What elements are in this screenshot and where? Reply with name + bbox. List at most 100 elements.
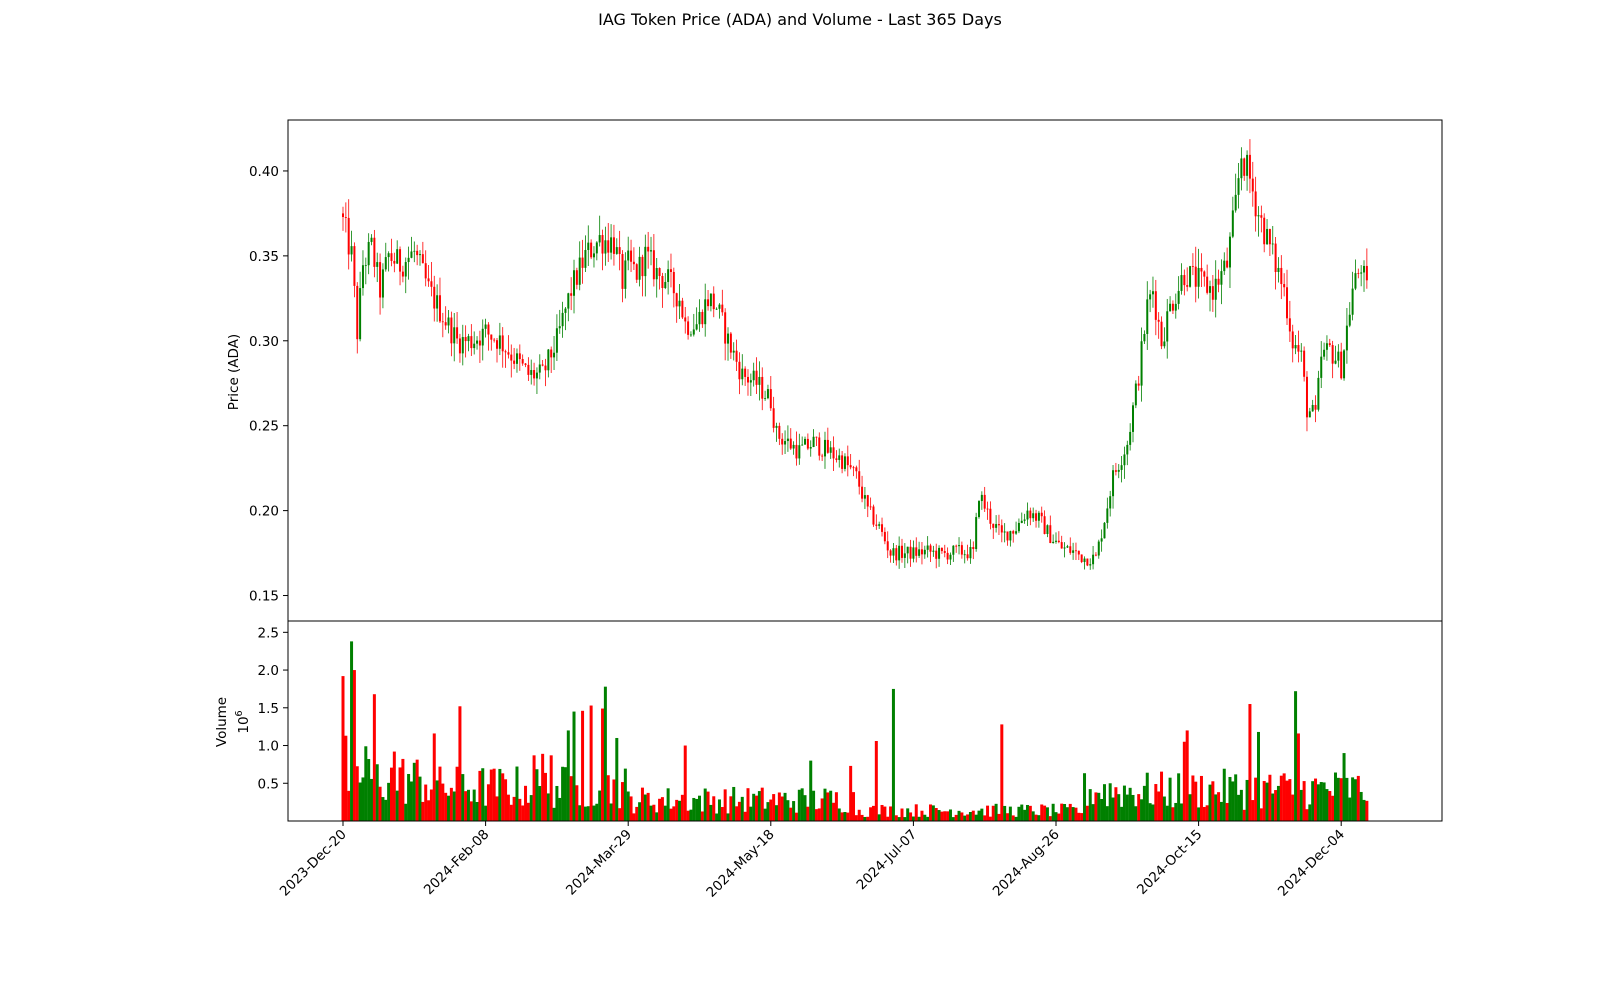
candle [920, 541, 923, 565]
volume-bar [1108, 783, 1112, 821]
volume-bar [1234, 774, 1238, 821]
candle [715, 307, 718, 310]
candle [1049, 515, 1052, 544]
candle-body [456, 327, 459, 339]
candle-body [530, 370, 533, 375]
candle [384, 242, 387, 272]
volume-bar [409, 781, 413, 821]
candle-body [838, 455, 841, 460]
volume-bar [1231, 781, 1235, 821]
candle [561, 301, 564, 338]
candle-body [1035, 513, 1038, 521]
volume-bar [1197, 807, 1201, 821]
volume-bar [583, 806, 587, 821]
volume-bar [1365, 800, 1369, 821]
volume-bar [1222, 768, 1226, 821]
candle-body [752, 370, 755, 381]
volume-bar [1148, 803, 1152, 821]
volume-bar [1199, 775, 1203, 821]
volume-bar [917, 816, 921, 821]
candle-body [393, 260, 396, 264]
volume-bar [735, 806, 739, 821]
candle-body [350, 246, 353, 255]
volume-bar [370, 778, 374, 821]
candle-body [946, 552, 949, 560]
candle [350, 230, 353, 262]
candle [735, 339, 738, 371]
volume-bar [943, 811, 947, 821]
volume-bar [501, 773, 505, 821]
candle-body [1186, 285, 1189, 287]
candle [1337, 344, 1340, 368]
candle-body [692, 329, 695, 335]
volume-bar [911, 816, 915, 821]
candle [829, 441, 832, 459]
candle [744, 366, 747, 386]
candle [692, 313, 695, 337]
candle-body [1089, 564, 1092, 566]
volume-scale-exponent: 6 [234, 710, 245, 716]
candle-body [1280, 267, 1283, 285]
volume-bar [1194, 781, 1198, 821]
volume-y-tick-label: 1.5 [258, 701, 279, 717]
candle [755, 357, 758, 394]
candle [1057, 531, 1060, 544]
price-y-ticks: 0.15 0.20 0.25 0.30 0.35 0.40 [249, 164, 288, 605]
candle [504, 349, 507, 368]
candle-body [1114, 470, 1117, 472]
x-tick-label: 2024-Mar-29 [563, 827, 635, 899]
candle-body [829, 447, 832, 453]
candle [752, 362, 755, 387]
volume-bar [1111, 797, 1115, 821]
candle-body [1305, 376, 1308, 418]
candle [1009, 530, 1012, 547]
candle-body [624, 260, 627, 289]
candle-body [481, 328, 484, 346]
candle [958, 537, 961, 555]
candle [946, 547, 949, 565]
volume-bar [392, 751, 396, 821]
candle-body [490, 334, 493, 340]
candle [1109, 490, 1112, 517]
candle [1343, 349, 1346, 381]
candle [1151, 276, 1154, 308]
candle-body [1009, 531, 1012, 541]
candle [470, 324, 473, 356]
candle-body [766, 389, 769, 399]
volume-bar [1023, 809, 1027, 821]
volume-bar [646, 792, 650, 821]
candle-body [1226, 260, 1229, 268]
candle-body [769, 389, 772, 409]
candle [764, 390, 767, 401]
candle [678, 284, 681, 319]
candle [866, 494, 869, 518]
volume-axes-frame [287, 620, 1443, 822]
volume-bar [486, 784, 490, 821]
candle [935, 543, 938, 569]
candle-body [744, 368, 747, 377]
candle [1206, 264, 1209, 295]
candle [781, 433, 784, 455]
candle-body [1211, 286, 1214, 300]
volume-bar [458, 706, 462, 821]
volume-bar [1228, 776, 1232, 821]
candle-body [869, 506, 872, 508]
volume-bar [632, 813, 636, 821]
candle [1226, 247, 1229, 269]
candle [587, 225, 590, 267]
price-y-tick-label: 0.40 [249, 164, 279, 180]
candle [963, 549, 966, 564]
volume-bar [1102, 784, 1106, 821]
candle [424, 250, 427, 287]
candle [427, 264, 430, 287]
volume-bar [877, 814, 881, 821]
candle-body [1271, 243, 1274, 245]
candle-body [709, 293, 712, 307]
candle-body [843, 456, 846, 469]
volume-bar [849, 765, 853, 821]
price-y-tick-label: 0.35 [249, 249, 279, 265]
volume-bar [1074, 807, 1078, 821]
volume-bar [535, 769, 539, 821]
candle [1234, 173, 1237, 213]
candle [1143, 330, 1146, 344]
